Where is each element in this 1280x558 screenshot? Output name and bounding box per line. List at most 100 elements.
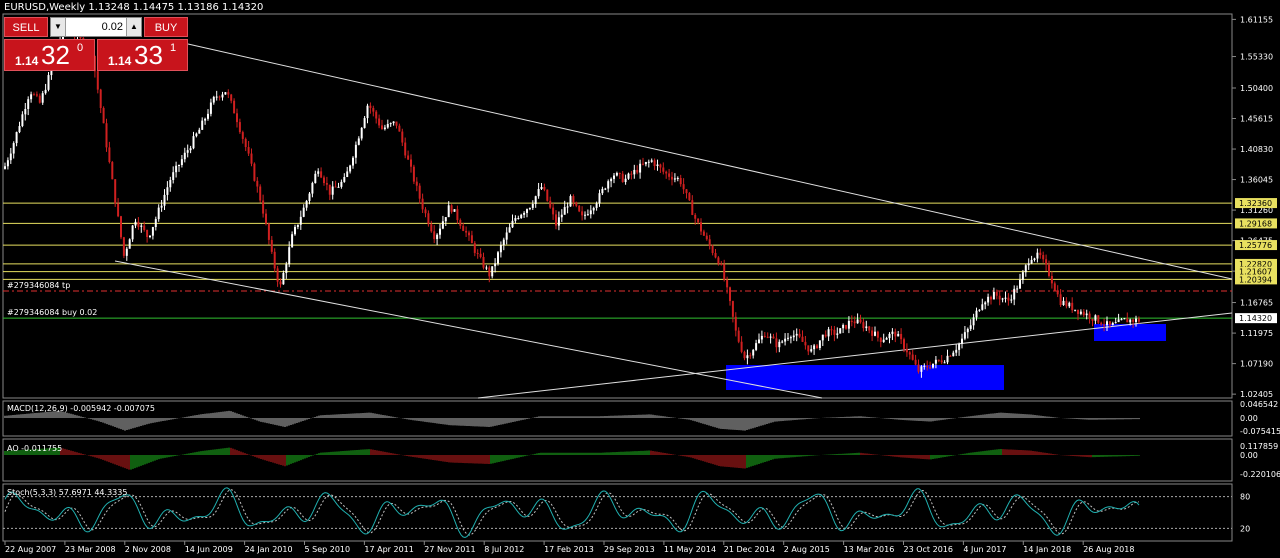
- candle-body: [30, 94, 33, 100]
- candle-body: [291, 234, 294, 248]
- candle-body: [810, 349, 813, 352]
- chevron-down-icon[interactable]: ▼: [51, 18, 66, 36]
- candle-body: [549, 200, 552, 208]
- candle-body: [479, 253, 482, 257]
- time-axis-label: 26 Aug 2018: [1083, 545, 1134, 554]
- candle-body: [874, 331, 876, 336]
- candle-body: [96, 71, 99, 90]
- candle-body: [763, 335, 766, 337]
- support-zone-2: [1094, 324, 1166, 341]
- candle-body: [227, 92, 230, 95]
- candle-body: [302, 207, 305, 217]
- candle-body: [1039, 252, 1042, 256]
- candle-body: [250, 153, 253, 164]
- level-price-text: 1.32360: [1239, 199, 1272, 208]
- lot-size-value[interactable]: 0.02: [101, 21, 123, 33]
- candle-body: [714, 253, 717, 258]
- candle-body: [462, 225, 465, 231]
- candle-body: [639, 163, 642, 173]
- candle-body: [102, 108, 105, 124]
- candle-body: [955, 349, 958, 353]
- level-price-tag: [1235, 198, 1277, 209]
- candle-body: [294, 226, 296, 235]
- candle-body: [824, 334, 827, 337]
- candle-body: [508, 227, 511, 233]
- candle-body: [659, 164, 662, 168]
- candle-body: [439, 228, 441, 235]
- price-axis-label: 1.61155: [1240, 15, 1273, 24]
- candle-body: [317, 171, 320, 174]
- main-chart-border: [2, 13, 1233, 399]
- candle-body: [1071, 302, 1074, 311]
- candle-body: [937, 359, 940, 361]
- candle-body: [453, 209, 456, 212]
- candle-body: [644, 162, 647, 165]
- candle-body: [494, 263, 497, 267]
- candle-body: [792, 335, 795, 338]
- candle-body: [871, 330, 874, 336]
- price-axis-label: 1.07190: [1240, 360, 1273, 369]
- ao-axis-label: 0.00: [1240, 451, 1258, 460]
- candle-body: [897, 333, 900, 337]
- candle-body: [407, 155, 410, 160]
- level-price-text: 1.25776: [1239, 241, 1272, 250]
- candle-body: [1053, 283, 1056, 291]
- candle-body: [905, 348, 908, 353]
- candle-body: [1082, 311, 1085, 316]
- sell-price-button[interactable]: 1.14 32 0: [4, 39, 95, 71]
- candle-body: [932, 363, 934, 368]
- candle-body: [476, 252, 479, 254]
- buy-order-label: #279346084 buy 0.02: [7, 308, 97, 317]
- candle-body: [859, 319, 862, 323]
- candle-body: [737, 330, 740, 342]
- candle-body: [601, 188, 604, 194]
- candle-body: [656, 164, 659, 167]
- macd-axis-label: 0.046542: [1240, 400, 1278, 409]
- candle-body: [537, 189, 540, 197]
- candle-body: [381, 125, 383, 130]
- lot-size-input[interactable]: ▼ 0.02 ▲: [50, 17, 142, 37]
- candle-body: [236, 113, 238, 123]
- candle-body: [607, 181, 610, 189]
- candle-body: [566, 206, 569, 208]
- candle-body: [676, 177, 679, 179]
- candle-body: [1013, 288, 1016, 300]
- candle-body: [604, 188, 607, 190]
- candle-body: [1048, 264, 1050, 276]
- candle-body: [589, 210, 592, 215]
- candle-body: [108, 147, 111, 163]
- candle-body: [15, 132, 18, 144]
- candle-body: [769, 336, 772, 338]
- candle-body: [1117, 319, 1120, 323]
- buy-price-prefix: 1.14: [108, 54, 132, 68]
- candle-body: [221, 94, 224, 98]
- buy-button[interactable]: BUY: [144, 17, 188, 37]
- candle-body: [842, 324, 845, 329]
- sell-button[interactable]: SELL: [4, 17, 48, 37]
- candle-body: [320, 171, 323, 178]
- candle-body: [1033, 258, 1036, 260]
- candle-body: [160, 205, 163, 208]
- time-axis-label: 21 Dec 2014: [724, 545, 775, 554]
- candle-body: [563, 207, 566, 215]
- price-axis-label: 1.31260: [1240, 206, 1273, 215]
- candle-body: [1016, 288, 1019, 290]
- candle-body: [392, 121, 395, 124]
- candle-body: [1135, 318, 1137, 322]
- candle-body: [853, 321, 856, 324]
- candle-body: [305, 200, 308, 208]
- candle-body: [230, 94, 233, 101]
- chart-title: EURUSD,Weekly 1.13248 1.14475 1.13186 1.…: [4, 2, 264, 13]
- candle-body: [653, 160, 656, 167]
- price-axis-label: 1.02405: [1240, 390, 1273, 399]
- candle-body: [705, 235, 708, 240]
- candle-body: [572, 196, 575, 203]
- buy-price-button[interactable]: 1.14 33 1: [97, 39, 188, 71]
- candle-body: [729, 287, 731, 302]
- candle-body: [276, 268, 279, 282]
- chevron-up-icon[interactable]: ▲: [126, 18, 141, 36]
- candle-body: [50, 68, 53, 76]
- time-axis-label: 23 Oct 2016: [904, 545, 953, 554]
- candle-body: [734, 316, 737, 331]
